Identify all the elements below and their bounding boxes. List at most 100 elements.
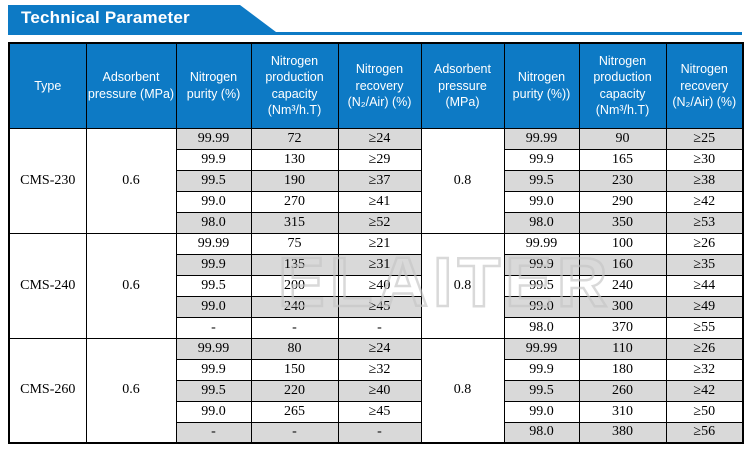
capacity-cell: 270	[250, 190, 339, 213]
purity-cell: 99.0	[175, 400, 252, 423]
purity-cell: 99.9	[175, 253, 252, 276]
recovery-cell: ≥53	[665, 211, 744, 234]
recovery-cell: ≥45	[337, 295, 422, 318]
col-header-recovery-left: Nitrogen recovery (N₂/Air) (%)	[337, 42, 422, 129]
table-row: CMS-260 0.6 99.99 80 ≥24 0.8 99.99 110 ≥…	[8, 337, 744, 444]
recovery-cell: ≥52	[337, 211, 422, 234]
section-banner: Technical Parameter	[8, 5, 742, 35]
purity-cell: 99.99	[503, 232, 580, 255]
capacity-cell: 165	[578, 148, 667, 171]
pressure-cell-left: 0.6	[85, 337, 177, 444]
capacity-cell: 220	[250, 379, 339, 402]
recovery-cell: ≥56	[665, 421, 744, 444]
table-row: 98.0 315 ≥52 98.0 350 ≥53	[9, 211, 744, 234]
purity-cell: 98.0	[175, 211, 252, 234]
capacity-cell: 315	[250, 211, 339, 234]
capacity-cell: 80	[250, 337, 339, 360]
pressure-cell-right: 0.8	[420, 232, 505, 339]
purity-cell: 99.0	[175, 295, 252, 318]
purity-cell: 99.5	[175, 379, 252, 402]
table-row: 99.0 240 ≥45 99.0 300 ≥49	[9, 295, 744, 318]
purity-cell: 99.5	[175, 169, 252, 192]
purity-cell: 99.9	[503, 253, 580, 276]
purity-cell: 99.5	[503, 379, 580, 402]
recovery-cell: ≥38	[665, 169, 744, 192]
purity-cell: -	[175, 421, 252, 444]
recovery-cell: ≥35	[665, 253, 744, 276]
recovery-cell: ≥31	[337, 253, 422, 276]
capacity-cell: 290	[578, 190, 667, 213]
col-header-capacity-right: Nitrogen production capacity (Nm³/h.T)	[578, 42, 667, 129]
table-row: 99.9 130 ≥29 99.9 165 ≥30	[9, 148, 744, 171]
col-header-pressure-left: Adsorbent pressure (MPa)	[85, 42, 177, 129]
recovery-cell: ≥42	[665, 190, 744, 213]
purity-cell: 99.99	[175, 127, 252, 150]
header-row: Type Adsorbent pressure (MPa) Nitrogen p…	[8, 42, 744, 129]
table-row: 99.0 270 ≥41 99.0 290 ≥42	[9, 190, 744, 213]
purity-cell: 99.99	[503, 337, 580, 360]
table-row: CMS-240 0.6 99.99 75 ≥21 0.8 99.99 100 ≥…	[8, 232, 744, 339]
capacity-cell: 75	[250, 232, 339, 255]
purity-cell: 98.0	[503, 211, 580, 234]
capacity-cell: -	[250, 421, 339, 444]
table-row: 99.5 220 ≥40 99.5 260 ≥42	[9, 379, 744, 402]
purity-cell: 99.5	[503, 274, 580, 297]
recovery-cell: ≥24	[337, 337, 422, 360]
purity-cell: 99.0	[503, 190, 580, 213]
recovery-cell: ≥50	[665, 400, 744, 423]
recovery-cell: ≥26	[665, 337, 744, 360]
recovery-cell: ≥42	[665, 379, 744, 402]
capacity-cell: 300	[578, 295, 667, 318]
recovery-cell: ≥55	[665, 316, 744, 339]
pressure-cell-left: 0.6	[85, 232, 177, 339]
capacity-cell: 380	[578, 421, 667, 444]
page-title: Technical Parameter	[21, 8, 190, 27]
recovery-cell: ≥40	[337, 379, 422, 402]
purity-cell: 99.0	[175, 190, 252, 213]
technical-parameter-table: Type Adsorbent pressure (MPa) Nitrogen p…	[8, 42, 744, 444]
type-cell: CMS-230	[8, 127, 87, 234]
capacity-cell: 260	[578, 379, 667, 402]
recovery-cell: ≥37	[337, 169, 422, 192]
recovery-cell: ≥44	[665, 274, 744, 297]
purity-cell: 99.99	[503, 127, 580, 150]
purity-cell: 99.99	[175, 232, 252, 255]
recovery-cell: ≥49	[665, 295, 744, 318]
table-row: 99.0 265 ≥45 99.0 310 ≥50	[9, 400, 744, 423]
recovery-cell: ≥32	[337, 358, 422, 381]
purity-cell: 99.5	[175, 274, 252, 297]
pressure-cell-right: 0.8	[420, 127, 505, 234]
col-header-purity-right: Nitrogen purity (%))	[503, 42, 580, 129]
table-row: - - - 98.0 380 ≥56	[9, 421, 744, 444]
purity-cell: 99.9	[503, 358, 580, 381]
purity-cell: 98.0	[503, 421, 580, 444]
purity-cell: 99.9	[175, 358, 252, 381]
capacity-cell: 130	[250, 148, 339, 171]
table-row: CMS-230 0.6 99.99 72 ≥24 0.8 99.99 90 ≥2…	[8, 127, 744, 234]
recovery-cell: ≥24	[337, 127, 422, 150]
recovery-cell: ≥40	[337, 274, 422, 297]
recovery-cell: -	[337, 316, 422, 339]
purity-cell: 99.0	[503, 400, 580, 423]
recovery-cell: ≥21	[337, 232, 422, 255]
recovery-cell: ≥30	[665, 148, 744, 171]
table-row: 99.9 135 ≥31 99.9 160 ≥35	[9, 253, 744, 276]
capacity-cell: 72	[250, 127, 339, 150]
recovery-cell: ≥25	[665, 127, 744, 150]
recovery-cell: ≥45	[337, 400, 422, 423]
col-header-type: Type	[8, 42, 87, 129]
capacity-cell: 135	[250, 253, 339, 276]
purity-cell: 99.5	[503, 169, 580, 192]
purity-cell: 99.0	[503, 295, 580, 318]
type-cell: CMS-240	[8, 232, 87, 339]
capacity-cell: 110	[578, 337, 667, 360]
type-cell: CMS-260	[8, 337, 87, 444]
table-row: 99.5 200 ≥40 99.5 240 ≥44	[9, 274, 744, 297]
recovery-cell: ≥32	[665, 358, 744, 381]
capacity-cell: 265	[250, 400, 339, 423]
purity-cell: -	[175, 316, 252, 339]
capacity-cell: 370	[578, 316, 667, 339]
purity-cell: 99.9	[503, 148, 580, 171]
pressure-cell-left: 0.6	[85, 127, 177, 234]
pressure-cell-right: 0.8	[420, 337, 505, 444]
